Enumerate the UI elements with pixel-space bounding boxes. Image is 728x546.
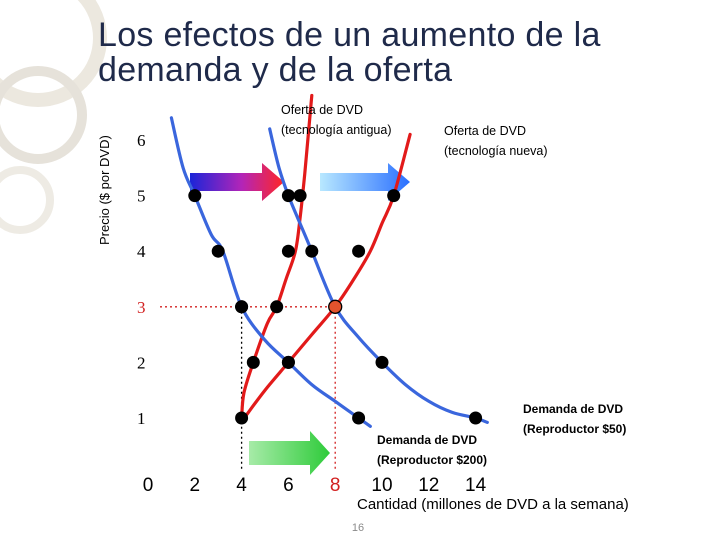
curve-point <box>281 355 295 369</box>
y-tick-label: 5 <box>137 187 146 206</box>
series-label-line: Oferta de DVD <box>281 103 363 117</box>
y-tick-label: 4 <box>137 242 146 261</box>
x-tick-label: 2 <box>190 475 201 496</box>
slide-title-line-1: Los efectos de un aumento de la <box>98 16 601 54</box>
decoration-ring <box>0 0 107 107</box>
series-label-line: (tecnología antigua) <box>281 123 392 137</box>
series-label-line: Demanda de DVD <box>377 433 477 447</box>
curve-point <box>375 355 389 369</box>
curve-point <box>469 411 483 425</box>
curve-point <box>281 244 295 258</box>
x-tick-label: 10 <box>371 475 392 496</box>
slide-title-line-2: demanda y de la oferta <box>98 51 453 89</box>
x-tick-label: 0 <box>143 475 154 496</box>
curve-point <box>293 189 307 203</box>
supply-curve-2 <box>244 132 412 417</box>
decoration-ring <box>0 166 54 234</box>
supply-curve-1 <box>240 93 314 420</box>
x-axis-label: Cantidad (millones de DVD a la semana) <box>357 496 629 513</box>
curve-point <box>270 300 284 314</box>
slide-title: Los efectos de un aumento de la demanda … <box>98 18 601 88</box>
slide-number: 16 <box>351 522 365 534</box>
x-tick-label: 14 <box>465 475 487 496</box>
x-tick-label: 12 <box>418 475 439 496</box>
y-tick-label: 3 <box>137 298 146 317</box>
series-labels: Oferta de DVD (tecnología antigua) Oferta … <box>281 103 626 467</box>
curve-point <box>352 411 366 425</box>
y-tick-label: 1 <box>137 409 146 428</box>
curve-point <box>305 244 319 258</box>
supply-shift-arrow <box>190 163 284 201</box>
y-axis-label: Precio ($ por DVD) <box>97 135 112 245</box>
equilibrium-point-new <box>328 299 343 314</box>
demand-shift-arrow <box>320 163 410 201</box>
curve-point <box>352 244 366 258</box>
series-label-line: (tecnología nueva) <box>444 144 548 158</box>
series-label-line: Oferta de DVD <box>444 124 526 138</box>
curve-point <box>387 189 401 203</box>
curve-point <box>188 189 202 203</box>
demand-curve-4 <box>268 127 489 424</box>
series-label-line: Demanda de DVD <box>523 402 623 416</box>
reference-lines <box>160 306 336 470</box>
x-tick-label: 8 <box>330 475 341 496</box>
decoration-ring <box>0 66 87 164</box>
equilibrium-point-initial <box>235 300 249 314</box>
curve-point <box>246 355 260 369</box>
series-label-line: (Reproductor $200) <box>377 453 487 467</box>
curve-point <box>281 189 295 203</box>
x-tick-label: 6 <box>283 475 294 496</box>
equilibrium-points <box>235 299 343 314</box>
x-tick-label: 4 <box>236 475 247 496</box>
curves <box>169 93 489 428</box>
quantity-increase-arrow <box>249 431 330 475</box>
curve-point <box>235 411 249 425</box>
series-label-line: (Reproductor $50) <box>523 422 626 436</box>
y-tick-label: 2 <box>137 353 146 372</box>
demand-curve-3 <box>169 116 372 428</box>
curve-point <box>211 244 225 258</box>
y-tick-label: 6 <box>137 131 146 150</box>
